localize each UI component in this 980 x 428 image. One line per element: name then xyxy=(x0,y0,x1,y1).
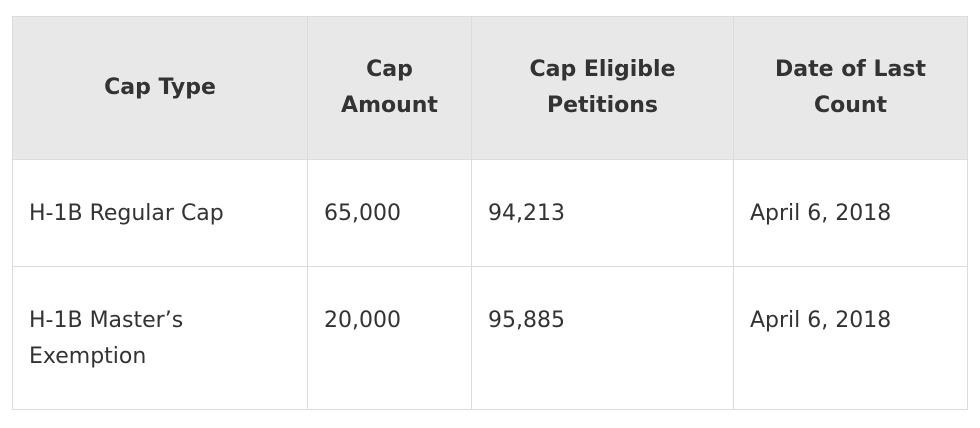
table-cell: H-1B Master’s Exemption xyxy=(12,266,308,410)
cell-text: H-1B Master’s Exemption xyxy=(29,308,184,369)
header-row: Cap Type Cap Amount Cap Eligible Petitions… xyxy=(12,16,968,160)
table-cell: 20,000 xyxy=(307,266,472,410)
cell-text: 94,213 xyxy=(488,201,565,226)
cell-text: 20,000 xyxy=(324,308,401,333)
cell-text: April 6, 2018 xyxy=(750,201,892,226)
table-cell: H-1B Regular Cap xyxy=(12,159,308,267)
header-cell: Cap Type xyxy=(12,16,308,160)
table-cell: 65,000 xyxy=(307,159,472,267)
cell-text: 65,000 xyxy=(324,201,401,226)
table-row: H-1B Regular Cap 65,000 94,213 April 6, 201… xyxy=(12,159,968,267)
header-text: Cap Amount xyxy=(341,57,438,118)
header-cell: Cap Amount xyxy=(307,16,472,160)
cap-table: Cap Type Cap Amount Cap Eligible Petitions… xyxy=(12,16,968,410)
table-cell: April 6, 2018 xyxy=(733,159,968,267)
table-cell: 95,885 xyxy=(471,266,734,410)
header-text: Date of Last Count xyxy=(774,57,927,118)
header-text: Cap Type xyxy=(104,75,216,100)
table-cell: April 6, 2018 xyxy=(733,266,968,410)
header-cell: Date of Last Count xyxy=(733,16,968,160)
table-cell: 94,213 xyxy=(471,159,734,267)
table-body: H-1B Regular Cap 65,000 94,213 April 6, 201… xyxy=(12,159,968,410)
cell-text: April 6, 2018 xyxy=(750,308,892,333)
cell-text: 95,885 xyxy=(488,308,565,333)
header-cell: Cap Eligible Petitions xyxy=(471,16,734,160)
cell-text: H-1B Regular Cap xyxy=(29,201,224,226)
table-row: H-1B Master’s Exemption 20,000 95,885 April… xyxy=(12,266,968,410)
header-text: Cap Eligible Petitions xyxy=(529,57,676,118)
